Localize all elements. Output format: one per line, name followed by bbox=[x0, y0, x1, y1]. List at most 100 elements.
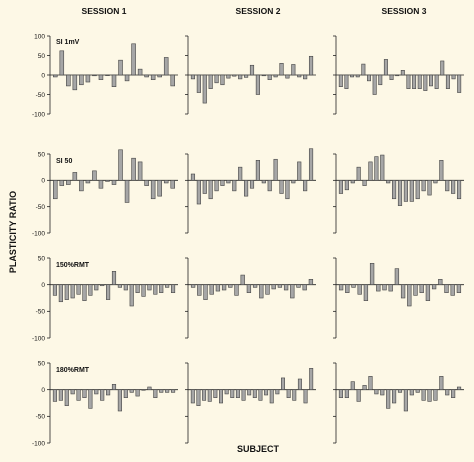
bar bbox=[285, 74, 290, 79]
bar bbox=[281, 377, 285, 390]
bar bbox=[111, 74, 117, 87]
y-tick-label: -50 bbox=[36, 414, 46, 421]
y-tick-label: -50 bbox=[36, 92, 46, 99]
bar bbox=[259, 284, 264, 299]
bar bbox=[153, 284, 158, 295]
bar bbox=[209, 284, 214, 295]
y-tick-label: -100 bbox=[32, 440, 45, 447]
bar bbox=[258, 389, 263, 401]
bar bbox=[369, 263, 375, 285]
bar bbox=[308, 55, 314, 76]
bar bbox=[412, 74, 417, 89]
bar bbox=[213, 389, 218, 398]
bar bbox=[82, 284, 87, 301]
bar bbox=[131, 157, 136, 181]
bar bbox=[244, 180, 249, 197]
y-tick-label: 0 bbox=[41, 178, 45, 185]
y-axis-label: PLASTICITY RATIO bbox=[8, 191, 18, 273]
y-tick-label: -100 bbox=[32, 335, 45, 342]
bar bbox=[271, 284, 276, 290]
bar bbox=[397, 389, 403, 393]
bar bbox=[406, 74, 411, 89]
bar bbox=[58, 284, 63, 303]
bar bbox=[214, 180, 219, 192]
bar bbox=[355, 74, 360, 78]
session-title-2: SESSION 2 bbox=[236, 6, 281, 16]
bar bbox=[66, 74, 71, 87]
bar bbox=[415, 180, 420, 200]
bar bbox=[76, 284, 81, 295]
bar bbox=[451, 389, 456, 398]
bar bbox=[403, 180, 408, 202]
bar bbox=[118, 149, 123, 181]
bar bbox=[249, 64, 255, 76]
bar bbox=[291, 64, 296, 76]
bar bbox=[85, 74, 91, 83]
bar bbox=[344, 389, 349, 398]
bar bbox=[392, 180, 397, 200]
bar bbox=[196, 180, 201, 205]
bar bbox=[203, 284, 208, 300]
bar bbox=[394, 268, 400, 285]
bar bbox=[220, 74, 225, 86]
bar bbox=[273, 158, 278, 181]
bar bbox=[141, 389, 146, 391]
bar bbox=[131, 43, 136, 76]
panel-4-2 bbox=[185, 362, 316, 444]
row-label: SI 1mV bbox=[56, 39, 80, 46]
bar bbox=[219, 389, 223, 404]
bar bbox=[386, 389, 391, 409]
bar bbox=[137, 161, 143, 181]
bar bbox=[118, 59, 123, 76]
bar bbox=[170, 284, 176, 293]
bar bbox=[117, 284, 122, 288]
bar bbox=[163, 180, 169, 184]
bar bbox=[431, 284, 437, 290]
bar bbox=[403, 389, 408, 412]
bar bbox=[52, 284, 58, 296]
bar bbox=[79, 180, 84, 192]
bar bbox=[395, 74, 400, 77]
bar bbox=[170, 389, 176, 393]
bar bbox=[252, 389, 257, 398]
bar bbox=[427, 389, 432, 402]
bar bbox=[135, 284, 140, 293]
bar bbox=[190, 74, 196, 80]
bar bbox=[92, 74, 97, 77]
bar bbox=[129, 389, 134, 393]
bar bbox=[297, 161, 302, 181]
bar bbox=[59, 180, 65, 186]
bar bbox=[147, 386, 152, 390]
bar bbox=[456, 180, 462, 200]
bar bbox=[59, 50, 65, 76]
bar bbox=[202, 74, 207, 104]
bar bbox=[456, 386, 462, 390]
bar bbox=[345, 284, 350, 293]
bar bbox=[220, 180, 225, 186]
bar bbox=[338, 284, 344, 291]
bar bbox=[70, 284, 75, 299]
bar bbox=[137, 68, 143, 76]
y-tick-label: 100 bbox=[34, 33, 45, 40]
session-title-1: SESSION 1 bbox=[82, 6, 127, 16]
bar bbox=[273, 74, 278, 78]
bar bbox=[297, 378, 302, 390]
bar bbox=[445, 74, 450, 89]
bar bbox=[144, 180, 149, 186]
bar bbox=[129, 284, 134, 307]
panel-3-1: 50 0 -50 -100 150%RMT bbox=[32, 255, 178, 342]
bar bbox=[196, 74, 201, 93]
bar bbox=[159, 389, 164, 393]
bar bbox=[415, 389, 420, 393]
bar bbox=[202, 180, 207, 194]
bar bbox=[214, 74, 219, 84]
bar bbox=[277, 284, 283, 288]
bar bbox=[247, 389, 252, 396]
bar bbox=[88, 389, 93, 409]
panel-2-1: 50 0 -50 -100 SI 50 bbox=[32, 149, 178, 237]
bar bbox=[165, 284, 170, 288]
bar bbox=[308, 279, 314, 285]
bar bbox=[440, 60, 445, 76]
bar bbox=[234, 284, 239, 296]
panel-1-1: 100 50 0 -50 -100 SI 1mV bbox=[32, 33, 178, 118]
